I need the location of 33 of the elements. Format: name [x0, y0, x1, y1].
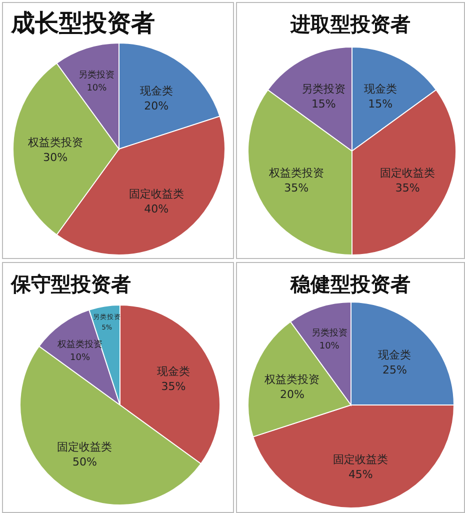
data-label: 10% [70, 352, 90, 363]
slice-label: 另类投资 [311, 327, 348, 338]
chart-title: 保守型投资者 [10, 272, 131, 296]
chart-title: 成长型投资者 [10, 8, 155, 37]
data-label: 35% [284, 181, 309, 194]
data-label: 40% [144, 202, 169, 216]
data-label: 30% [43, 151, 68, 164]
chart-title: 进取型投资者 [290, 12, 410, 36]
data-label: 50% [72, 456, 97, 469]
data-label: 20% [280, 388, 304, 401]
data-label: 15% [368, 97, 393, 110]
slice-label: 另类投资 [302, 82, 346, 96]
slice-label: 权益类投资 [264, 372, 320, 386]
slice-label: 权益类投资 [26, 136, 83, 149]
data-label: 45% [348, 468, 373, 482]
slice-label: 固定收益类 [333, 453, 388, 466]
data-label: 15% [311, 97, 336, 110]
data-label: 35% [395, 181, 420, 194]
slice-label: 固定收益类 [128, 187, 184, 200]
data-label: 25% [382, 363, 407, 376]
data-label: 35% [161, 380, 186, 393]
slice-label: 权益类投资 [268, 166, 324, 180]
data-label: 20% [144, 100, 169, 113]
slice-label: 另类投资 [78, 69, 115, 80]
slice-label: 现金类 [156, 364, 190, 378]
slice-label: 现金类 [140, 84, 173, 98]
slice-label: 固定收益类 [57, 440, 112, 454]
chart-title: 稳健型投资者 [290, 272, 410, 296]
data-label: 10% [86, 83, 108, 94]
data-label: 10% [319, 341, 340, 352]
slice-label: 现金类 [378, 348, 412, 362]
slice-label: 现金类 [364, 82, 397, 96]
slice-label: 固定收益类 [380, 166, 436, 180]
